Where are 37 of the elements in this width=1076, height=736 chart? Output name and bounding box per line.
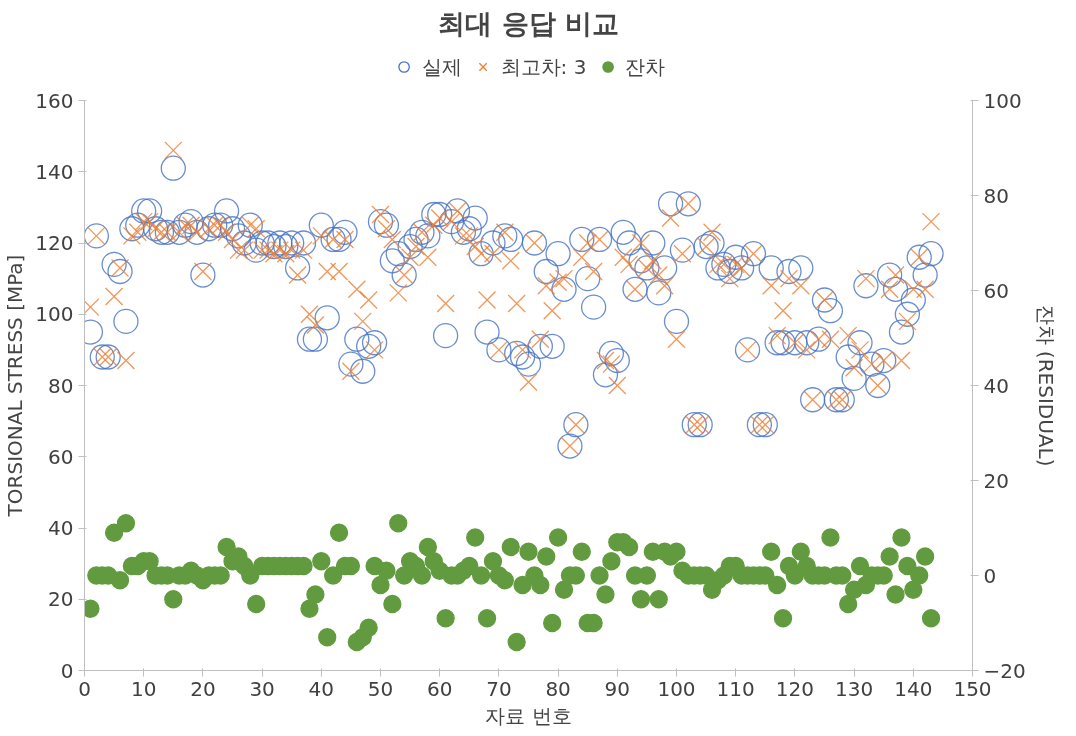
- x-tick-label: 70: [486, 676, 512, 701]
- y-tick-label: 60: [48, 444, 74, 469]
- y2-tick-label: 100: [983, 88, 1022, 113]
- x-axis-title: 자료 번호: [485, 703, 572, 728]
- y-tick-label: 40: [48, 516, 74, 540]
- x-tick-label: 0: [78, 676, 91, 701]
- x-tick-label: 40: [308, 676, 335, 701]
- y-tick-label: 0: [60, 658, 74, 683]
- y2-tick-label: 0: [983, 563, 997, 588]
- legend-label: 잔차: [625, 53, 666, 80]
- y2-axis-title: 잔차 (RESIDUAL): [1033, 304, 1058, 467]
- x-tick-label: 10: [130, 676, 157, 701]
- x-tick-label: 90: [604, 676, 631, 701]
- x-tick-label: 130: [835, 676, 874, 701]
- x-tick-label: 20: [190, 676, 216, 701]
- x-tick-label: 140: [894, 676, 933, 701]
- x-tick-label: 110: [716, 676, 755, 701]
- x-tick-label: 120: [775, 676, 814, 701]
- y2-tick-label: 80: [983, 183, 1009, 208]
- y2-tick-label: 20: [983, 468, 1009, 493]
- legend-label: 최고차: 3: [500, 53, 587, 80]
- x-tick-label: 60: [426, 676, 453, 701]
- chart-title: 최대 응답 비교: [438, 7, 619, 39]
- y-tick-label: 100: [35, 302, 74, 327]
- y-tick-label: 80: [48, 373, 74, 398]
- x-tick-label: 80: [545, 676, 571, 701]
- y2-tick-label: 60: [983, 278, 1009, 303]
- y-axis-title: TORSIONAL STRESS [MPa]: [3, 254, 28, 518]
- legend-label: 실제: [421, 53, 462, 80]
- y-tick-label: 20: [48, 587, 74, 612]
- y2-tick-label: 40: [983, 373, 1009, 398]
- x-tick-label: 50: [367, 676, 394, 701]
- x-tick-label: 100: [657, 676, 696, 701]
- y-tick-label: 120: [35, 231, 74, 255]
- x-tick-label: 30: [249, 676, 275, 701]
- y-tick-label: 140: [35, 159, 74, 184]
- y-tick-label: 160: [35, 88, 74, 113]
